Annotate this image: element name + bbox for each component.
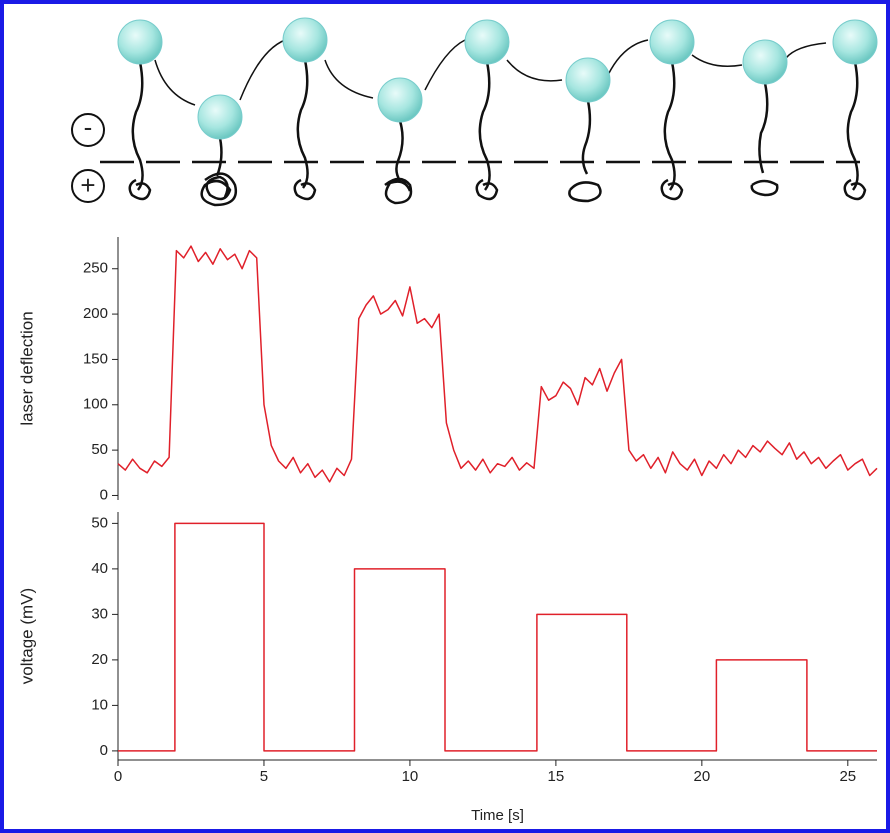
arrows <box>154 39 827 106</box>
plus-label: + <box>80 170 95 200</box>
minus-label: - <box>84 112 93 142</box>
y-tick-label: 20 <box>91 651 108 668</box>
bead <box>464 19 510 65</box>
bead <box>565 57 611 103</box>
diagram <box>71 39 867 207</box>
y-tick-label: 30 <box>91 605 108 622</box>
strands <box>128 59 867 207</box>
bead <box>282 17 328 63</box>
y-tick-label: 10 <box>91 696 108 713</box>
x-axis-label: Time [s] <box>471 807 524 824</box>
data-line <box>118 522 877 752</box>
bead <box>742 39 788 85</box>
bead <box>197 94 243 140</box>
y-tick-label: 50 <box>91 441 108 458</box>
plus-circle <box>71 169 105 203</box>
y-axis-label: voltage (mV) <box>17 588 36 684</box>
y-tick-label: 250 <box>83 260 108 277</box>
x-tick-label: 10 <box>402 768 419 785</box>
x-tick-label: 5 <box>260 768 268 785</box>
y-tick-label: 200 <box>83 305 108 322</box>
x-tick-label: 20 <box>694 768 711 785</box>
y-tick-label: 0 <box>100 742 108 759</box>
y-tick-label: 150 <box>83 350 108 367</box>
x-tick-label: 15 <box>548 768 565 785</box>
bead <box>649 19 695 65</box>
y-axis-label: laser deflection <box>17 311 36 425</box>
beads <box>117 17 878 140</box>
x-tick-label: 25 <box>839 768 856 785</box>
x-tick-label: 0 <box>114 768 122 785</box>
bead <box>117 19 163 65</box>
bead <box>832 19 878 65</box>
bead <box>377 77 423 123</box>
y-tick-label: 100 <box>83 396 108 413</box>
y-tick-label: 0 <box>100 486 108 503</box>
y-tick-label: 50 <box>91 514 108 531</box>
y-tick-label: 40 <box>91 560 108 577</box>
data-line <box>117 245 878 483</box>
minus-circle <box>71 113 105 147</box>
